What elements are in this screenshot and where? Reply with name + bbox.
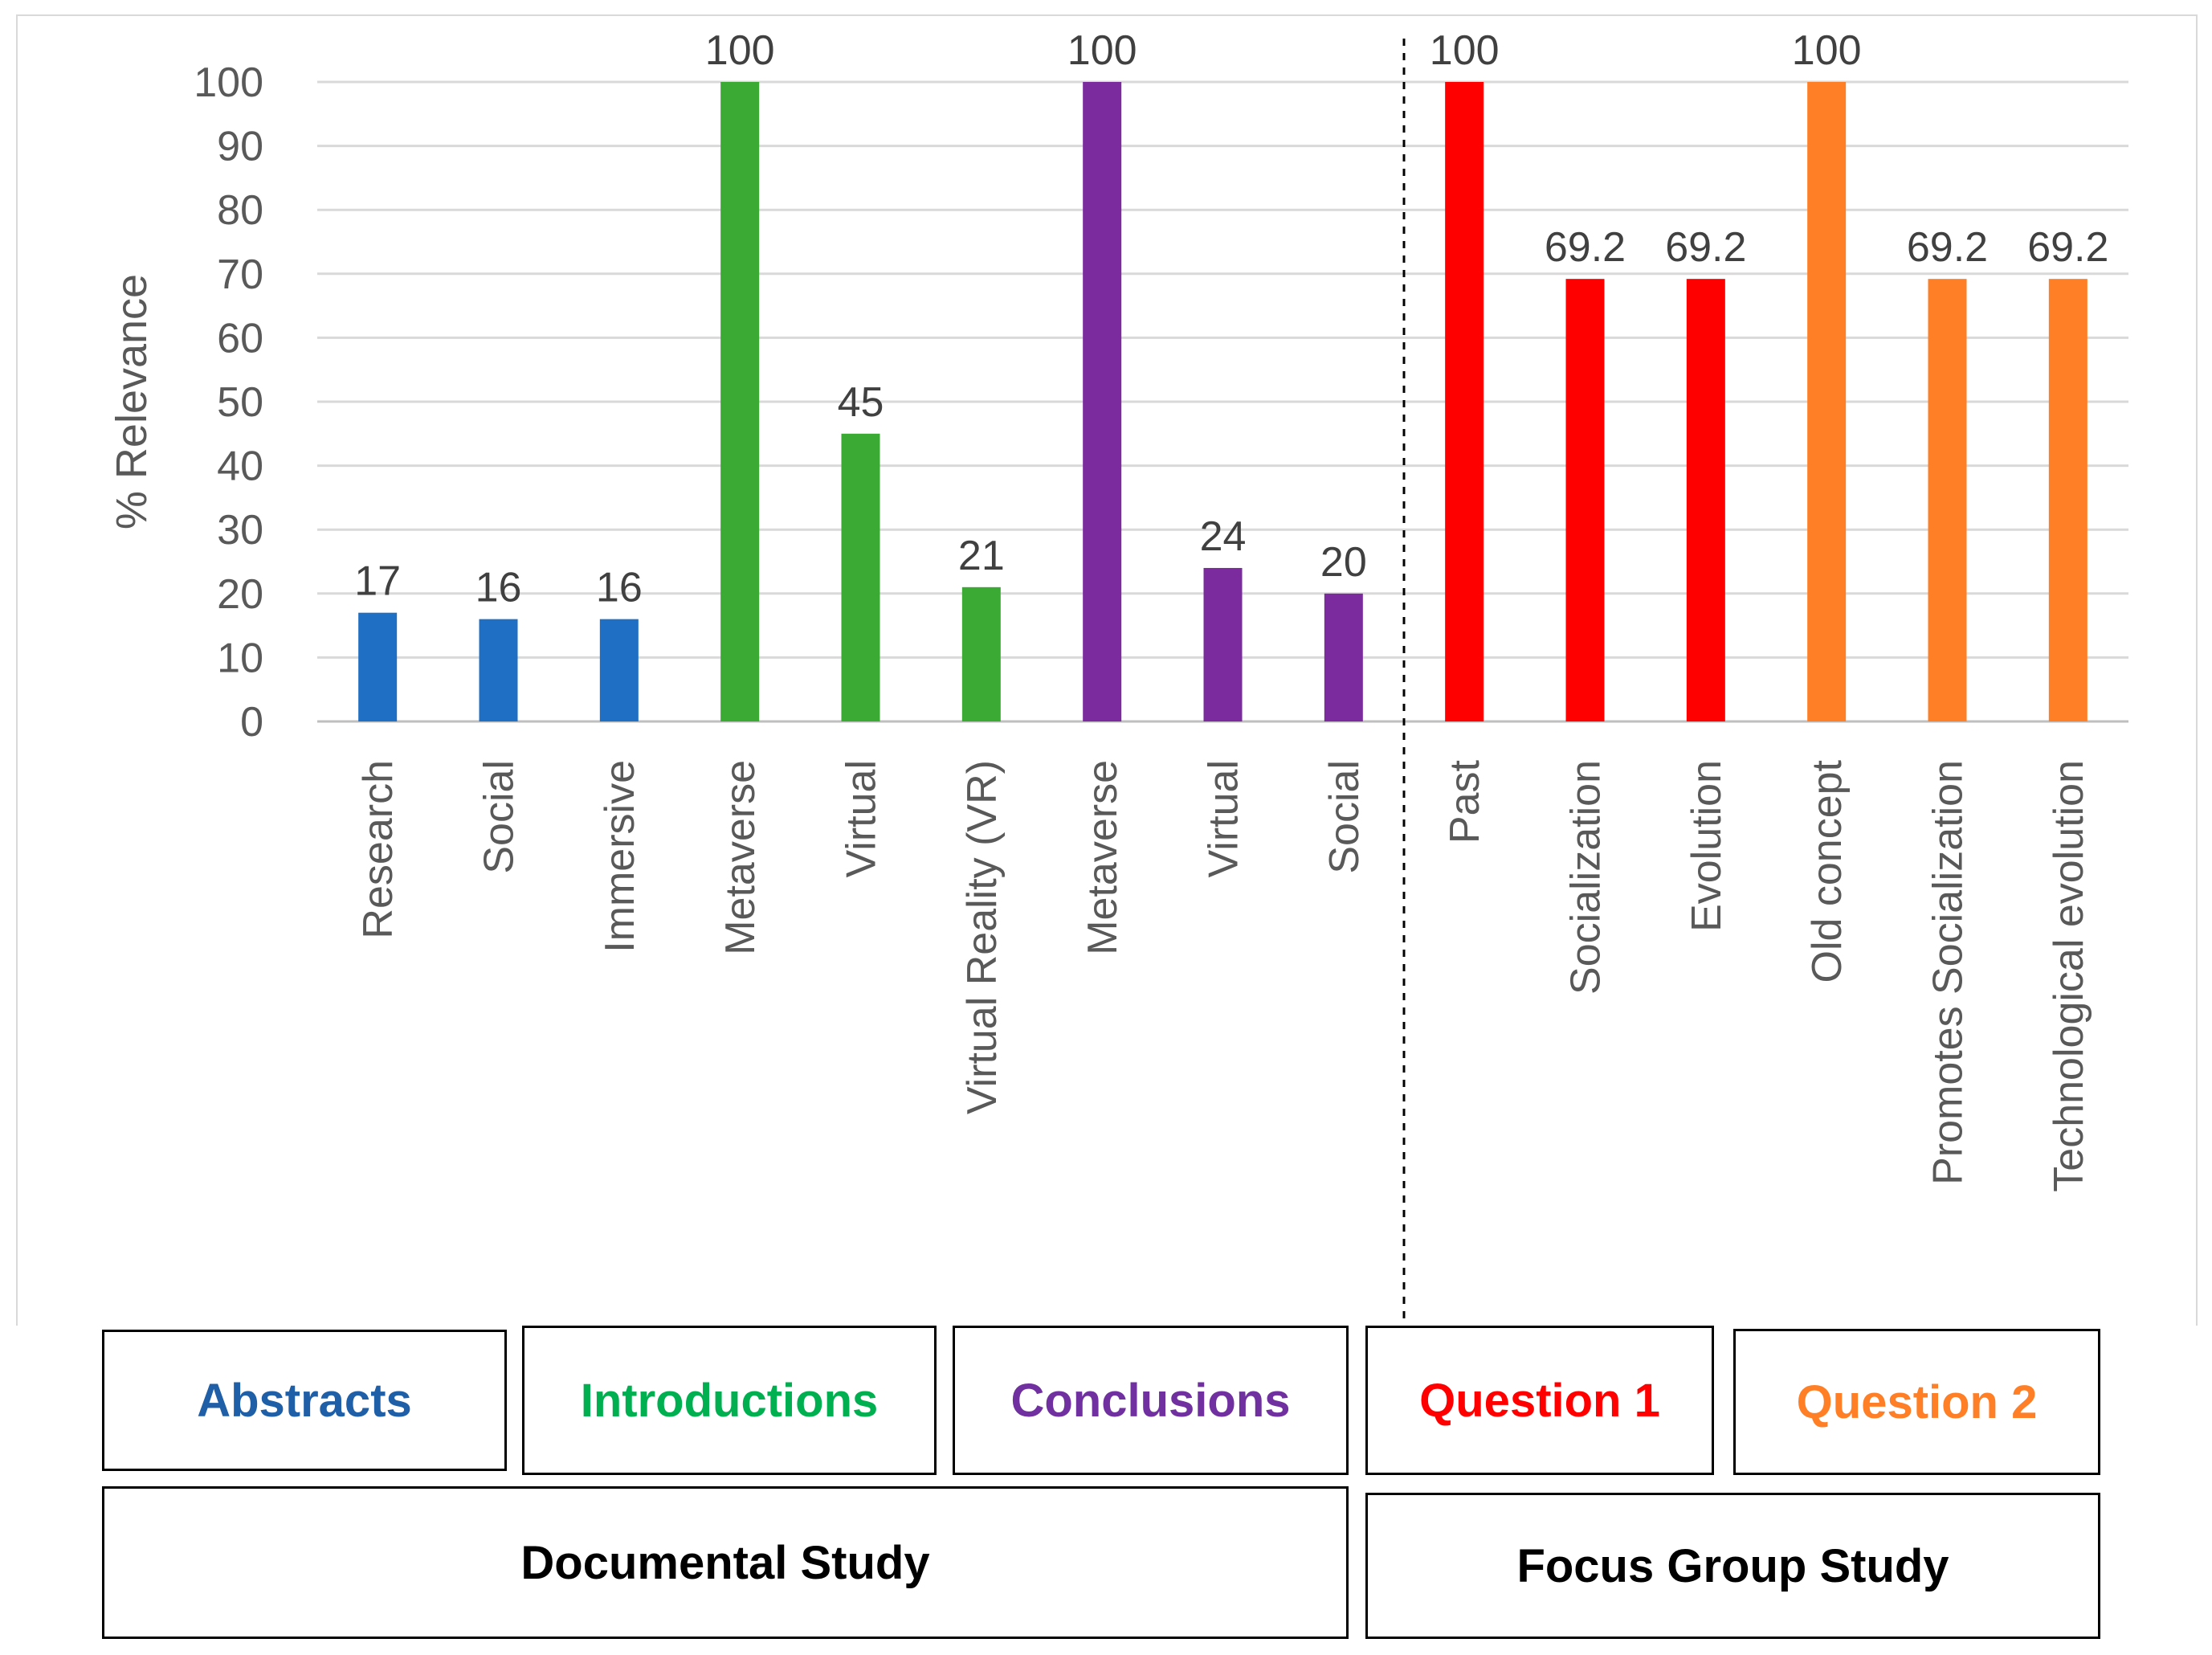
group-box-question-2: Question 2	[1733, 1329, 2100, 1475]
bar-metaverse	[720, 82, 760, 721]
x-tick-label: Social	[1321, 760, 1368, 874]
x-tick-label: Promotes Socialization	[1925, 760, 1972, 1185]
bar-past	[1445, 82, 1484, 721]
y-tick-label: 80	[217, 187, 263, 234]
y-tick-label: 30	[217, 507, 263, 554]
value-labels: 17 16 16 100 45 21 100 24 20 100 69.2 69.2 100 69.2 69…	[354, 27, 2108, 611]
x-tick-label: Research	[355, 760, 402, 939]
value-label: 21	[958, 533, 1005, 579]
x-tick-label: Technological evolution	[2046, 760, 2092, 1192]
group-label-introductions: Introductions	[580, 1374, 879, 1427]
bar-socialization	[1565, 279, 1605, 722]
bar-virtual	[1203, 567, 1243, 721]
value-label: 69.2	[1545, 224, 1626, 271]
x-tick-label: Virtual	[839, 760, 885, 877]
study-box-focus-group: Focus Group Study	[1365, 1493, 2100, 1639]
study-label-focus-group: Focus Group Study	[1516, 1539, 1949, 1592]
y-tick-label: 100	[194, 59, 263, 106]
y-tick-label: 60	[217, 315, 263, 362]
value-label: 100	[1792, 27, 1862, 74]
bar-promotes-socialization	[1928, 279, 1967, 722]
group-box-conclusions: Conclusions	[953, 1326, 1349, 1475]
y-tick-label: 70	[217, 251, 263, 298]
x-tick-label: Metaverse	[1079, 760, 1126, 955]
y-tick-label: 90	[217, 124, 263, 170]
group-label-conclusions: Conclusions	[1010, 1374, 1291, 1427]
x-tick-label: Past	[1442, 759, 1488, 844]
study-box-documental: Documental Study	[102, 1486, 1349, 1639]
bar-old-concept	[1807, 82, 1847, 721]
bar-virtual	[841, 433, 880, 721]
value-label: 69.2	[1665, 224, 1746, 271]
bar-social	[1324, 593, 1363, 721]
study-label-documental: Documental Study	[520, 1536, 930, 1589]
x-tick-label: Evolution	[1683, 760, 1730, 932]
value-label: 45	[838, 379, 884, 426]
y-tick-label: 0	[240, 699, 263, 746]
bar-research	[358, 612, 398, 721]
group-label-question-1: Question 1	[1419, 1374, 1660, 1427]
group-box-introductions: Introductions	[522, 1326, 937, 1475]
bar-metaverse	[1083, 82, 1122, 721]
value-label: 16	[596, 565, 643, 611]
value-label: 20	[1320, 539, 1367, 586]
x-tick-label: Old concept	[1804, 759, 1851, 983]
x-tick-label: Socialization	[1563, 760, 1610, 995]
value-label: 69.2	[1907, 224, 1988, 271]
value-label: 100	[1067, 27, 1137, 74]
bar-technological-evolution	[2048, 279, 2088, 722]
group-box-abstracts: Abstracts	[102, 1330, 507, 1471]
x-tick-label: Immersive	[597, 760, 643, 953]
group-label-abstracts: Abstracts	[197, 1374, 412, 1427]
value-label: 100	[705, 27, 775, 74]
bars	[358, 82, 2088, 722]
y-tick-label: 10	[217, 635, 263, 681]
x-tick-label: Virtual Reality (VR)	[959, 760, 1006, 1114]
y-axis-title: % Relevance	[108, 274, 156, 529]
x-tick-label: Social	[476, 760, 523, 874]
bar-immersive	[599, 619, 639, 721]
group-box-question-1: Question 1	[1365, 1326, 1714, 1475]
value-label: 17	[354, 558, 401, 605]
y-tick-label: 20	[217, 571, 263, 618]
bar-virtual-reality-vr	[961, 586, 1001, 721]
x-tick-label: Virtual	[1201, 760, 1247, 877]
value-label: 100	[1430, 27, 1500, 74]
bar-evolution	[1686, 279, 1725, 722]
bar-social	[479, 619, 518, 721]
value-label: 16	[475, 565, 522, 611]
y-axis-ticks: 0 10 20 30 40 50 60 70 80 90 100	[194, 59, 263, 746]
group-label-question-2: Question 2	[1796, 1375, 2038, 1428]
y-tick-label: 50	[217, 379, 263, 426]
x-axis-labels: Research Social Immersive Metaverse Virtual V…	[355, 759, 2092, 1191]
x-tick-label: Metaverse	[717, 760, 764, 955]
y-tick-label: 40	[217, 443, 263, 490]
value-label: 69.2	[2027, 224, 2108, 271]
value-label: 24	[1200, 513, 1247, 560]
